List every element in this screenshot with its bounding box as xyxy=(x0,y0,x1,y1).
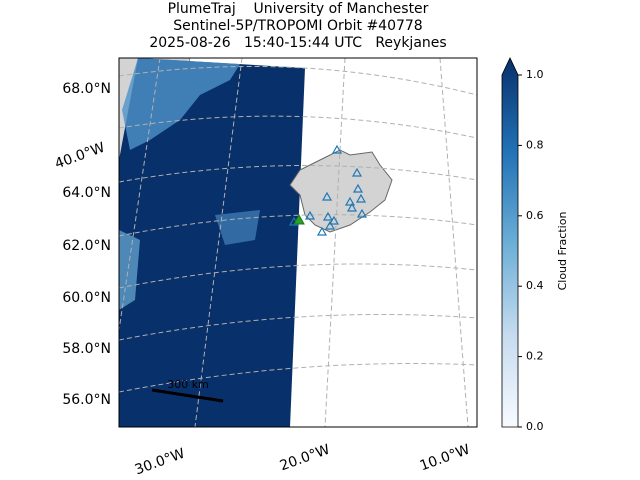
colorbar-tick-label: 1.0 xyxy=(526,68,544,81)
grid-line xyxy=(119,115,477,139)
grid-line xyxy=(119,165,477,183)
colorbar-tick-label: 0.2 xyxy=(526,350,544,363)
title-line: Sentinel-5P/TROPOMI Orbit #40778 xyxy=(173,18,422,34)
lon-label: 10.0°W xyxy=(418,442,472,475)
colorbar-tick-label: 0.6 xyxy=(526,209,544,222)
cloud-patch xyxy=(215,210,260,245)
colorbar-tick-label: 0.0 xyxy=(526,420,544,433)
lat-label: 58.0°N xyxy=(62,341,111,357)
map-frame xyxy=(118,57,478,428)
colorbar-label: Cloud Fraction xyxy=(556,212,569,291)
lat-label: 60.0°N xyxy=(62,290,111,306)
lon-label: 30.0°W xyxy=(133,446,187,479)
colorbar-tick-label: 0.4 xyxy=(526,279,544,292)
iceland xyxy=(289,149,393,233)
scale-bar-label: 300 km xyxy=(167,378,209,391)
colorbar-tick-label: 0.8 xyxy=(526,138,544,151)
grid-line xyxy=(119,65,477,96)
grid-line xyxy=(119,58,161,331)
target-volcano xyxy=(293,213,305,225)
map-area xyxy=(119,58,477,427)
lat-label: 64.0°N xyxy=(62,185,111,201)
cloud-patch xyxy=(122,58,240,150)
lat-label: 56.0°N xyxy=(62,392,111,408)
lon-label: 20.0°W xyxy=(278,442,332,475)
grid-line xyxy=(119,214,477,237)
title-line: 2025-08-26 15:40-15:44 UTC Reykjanes xyxy=(149,35,446,51)
scale-bar xyxy=(151,388,224,403)
grid-line xyxy=(119,313,477,341)
grid-line xyxy=(119,263,477,289)
swath xyxy=(119,58,305,427)
volcanoes xyxy=(288,144,368,236)
grid-line xyxy=(439,58,469,427)
cloud-patch xyxy=(119,230,140,310)
lat-label: 68.0°N xyxy=(62,81,111,97)
title-line: PlumeTraj University of Manchester xyxy=(168,1,429,17)
grid-line xyxy=(119,363,477,393)
grid-line xyxy=(324,58,346,427)
lat-label: 62.0°N xyxy=(62,238,111,254)
colorbar xyxy=(501,57,519,428)
grid-line xyxy=(194,58,243,427)
lon-label: 40.0°W xyxy=(53,140,107,173)
